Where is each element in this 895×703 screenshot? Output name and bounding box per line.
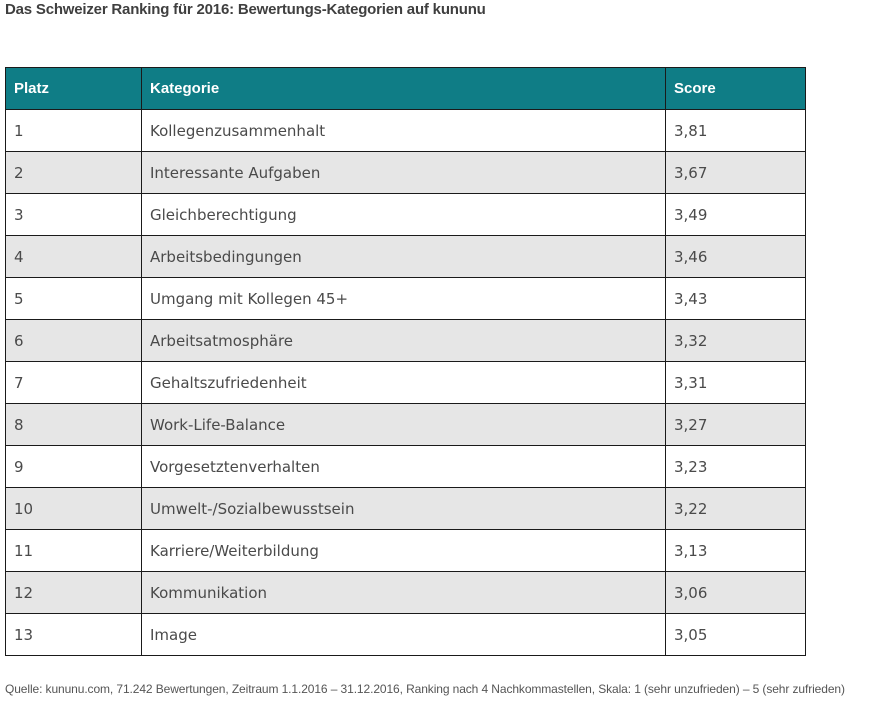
cell-platz: 3 [5,193,142,236]
table-row: 4 Arbeitsbedingungen 3,46 [5,235,806,278]
cell-kategorie: Image [141,613,666,656]
cell-score: 3,49 [665,193,806,236]
cell-kategorie: Interessante Aufgaben [141,151,666,194]
cell-kategorie: Gleichberechtigung [141,193,666,236]
cell-score: 3,27 [665,403,806,446]
table-row: 3 Gleichberechtigung 3,49 [5,193,806,236]
table-row: 5 Umgang mit Kollegen 45+ 3,43 [5,277,806,320]
cell-score: 3,31 [665,361,806,404]
cell-platz: 13 [5,613,142,656]
table-header-row: Platz Kategorie Score [5,67,806,110]
cell-score: 3,05 [665,613,806,656]
source-note: Quelle: kununu.com, 71.242 Bewertungen, … [5,682,845,696]
table-row: 9 Vorgesetztenverhalten 3,23 [5,445,806,488]
cell-score: 3,81 [665,109,806,152]
table-row: 2 Interessante Aufgaben 3,67 [5,151,806,194]
cell-kategorie: Kollegenzusammenhalt [141,109,666,152]
cell-score: 3,32 [665,319,806,362]
cell-kategorie: Gehaltszufriedenheit [141,361,666,404]
cell-score: 3,23 [665,445,806,488]
table-row: 8 Work-Life-Balance 3,27 [5,403,806,446]
table-row: 12 Kommunikation 3,06 [5,571,806,614]
cell-kategorie: Umwelt-/Sozialbewusstsein [141,487,666,530]
cell-platz: 2 [5,151,142,194]
cell-score: 3,22 [665,487,806,530]
cell-platz: 10 [5,487,142,530]
table-row: 11 Karriere/Weiterbildung 3,13 [5,529,806,572]
table-row: 6 Arbeitsatmosphäre 3,32 [5,319,806,362]
column-header-platz: Platz [5,67,142,110]
column-header-score: Score [665,67,806,110]
table-row: 10 Umwelt-/Sozialbewusstsein 3,22 [5,487,806,530]
cell-kategorie: Karriere/Weiterbildung [141,529,666,572]
cell-platz: 8 [5,403,142,446]
cell-kategorie: Vorgesetztenverhalten [141,445,666,488]
cell-platz: 4 [5,235,142,278]
cell-platz: 9 [5,445,142,488]
table-row: 13 Image 3,05 [5,613,806,656]
cell-kategorie: Work-Life-Balance [141,403,666,446]
cell-platz: 12 [5,571,142,614]
cell-platz: 6 [5,319,142,362]
cell-platz: 11 [5,529,142,572]
cell-score: 3,67 [665,151,806,194]
cell-platz: 1 [5,109,142,152]
cell-kategorie: Umgang mit Kollegen 45+ [141,277,666,320]
page-title: Das Schweizer Ranking für 2016: Bewertun… [5,1,486,18]
cell-platz: 5 [5,277,142,320]
cell-score: 3,43 [665,277,806,320]
cell-kategorie: Kommunikation [141,571,666,614]
ranking-table: Platz Kategorie Score 1 Kollegenzusammen… [5,67,806,656]
cell-score: 3,46 [665,235,806,278]
cell-score: 3,13 [665,529,806,572]
table-row: 7 Gehaltszufriedenheit 3,31 [5,361,806,404]
cell-platz: 7 [5,361,142,404]
table-row: 1 Kollegenzusammenhalt 3,81 [5,109,806,152]
cell-score: 3,06 [665,571,806,614]
cell-kategorie: Arbeitsatmosphäre [141,319,666,362]
column-header-kategorie: Kategorie [141,67,666,110]
cell-kategorie: Arbeitsbedingungen [141,235,666,278]
